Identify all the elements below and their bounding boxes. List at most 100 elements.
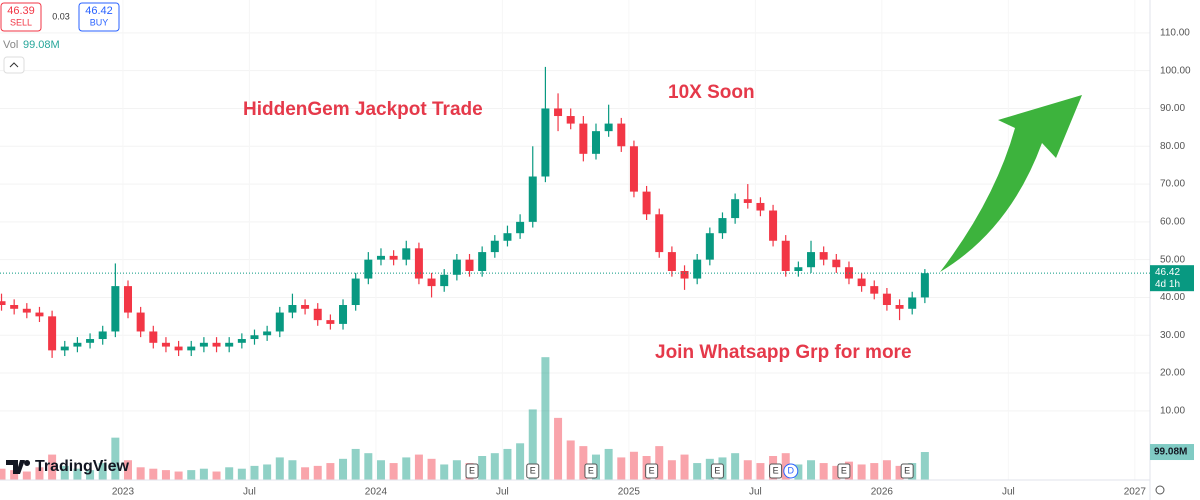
buy-label: BUY	[90, 17, 109, 27]
candle-body	[35, 312, 44, 317]
volume-bar	[22, 471, 31, 480]
volume-bar	[478, 456, 487, 480]
candle-body	[288, 305, 297, 313]
candle-body	[149, 331, 158, 343]
x-tick-label: 2027	[1124, 487, 1147, 498]
volume-bar	[98, 463, 107, 480]
event-marker[interactable]	[769, 463, 783, 479]
candle-body	[250, 335, 259, 340]
volume-bar	[857, 464, 866, 480]
y-tick-label: 110.00	[1160, 28, 1190, 39]
annotation: 10X Soon	[668, 82, 755, 103]
collapse-button[interactable]	[3, 56, 25, 74]
candle-body	[794, 267, 803, 271]
y-tick-label: 10.00	[1160, 405, 1185, 416]
candle-body	[136, 312, 145, 332]
candle-body	[642, 191, 651, 215]
settings-icon[interactable]	[1155, 485, 1165, 495]
volume-bar	[237, 468, 246, 480]
event-label: E	[469, 465, 475, 475]
y-tick-label: 60.00	[1160, 216, 1185, 227]
candle-body	[832, 259, 841, 268]
x-tick-label: Jul	[1002, 487, 1015, 498]
volume-bar	[174, 471, 183, 480]
volume-bar	[414, 454, 423, 480]
candle-body	[199, 342, 208, 347]
candle-body	[326, 320, 335, 324]
volume-bar	[0, 468, 6, 480]
volume-bar	[807, 460, 816, 480]
volume-bar	[895, 465, 904, 480]
volume-bar	[212, 471, 221, 480]
volume-bar	[313, 465, 322, 480]
candle-body	[554, 108, 563, 117]
volume-bar	[339, 458, 348, 480]
volume-bar	[516, 443, 525, 480]
event-marker[interactable]	[645, 463, 659, 479]
candle-body	[389, 255, 398, 260]
event-marker[interactable]	[710, 463, 724, 479]
candle-body	[591, 131, 600, 154]
y-tick-label: 40.00	[1160, 292, 1185, 303]
grid-layer	[0, 32, 1150, 412]
volume-tag	[1150, 444, 1194, 461]
volume-bar	[149, 468, 158, 480]
volume-bar	[667, 460, 676, 480]
y-tick-label: 80.00	[1160, 141, 1185, 152]
candle-body	[73, 342, 82, 347]
candle-body	[579, 123, 588, 154]
volume-bar	[250, 465, 259, 480]
candle-body	[667, 252, 676, 271]
y-tick-label: 30.00	[1160, 330, 1185, 341]
event-label: E	[530, 465, 536, 475]
event-marker[interactable]	[837, 463, 851, 479]
volume-bar	[832, 465, 841, 480]
vol-value: 99.08M	[23, 39, 60, 51]
event-marker[interactable]	[584, 463, 598, 479]
volume-bar	[882, 460, 891, 480]
candle-body	[920, 273, 929, 298]
volume-bar	[528, 409, 537, 480]
candle-body	[301, 305, 310, 309]
volume-bar	[440, 464, 449, 480]
y-tick-label: 50.00	[1160, 254, 1185, 265]
candle-body	[541, 108, 550, 177]
event-marker[interactable]	[783, 463, 799, 479]
candle-body	[313, 308, 322, 321]
volume-bar	[541, 357, 550, 480]
event-marker[interactable]	[465, 463, 479, 479]
branding: TradingView	[35, 458, 130, 475]
volume-bar	[161, 470, 170, 480]
candle-body	[48, 316, 57, 351]
volume-bar	[794, 464, 803, 480]
candle-body	[604, 123, 613, 132]
candle-body	[187, 346, 196, 351]
candle-body	[22, 308, 31, 313]
candle-body	[617, 123, 626, 147]
volume-bar	[402, 457, 411, 480]
candle-body	[124, 286, 133, 313]
event-label: E	[649, 465, 655, 475]
candle-body	[743, 199, 752, 203]
candle-body	[680, 270, 689, 279]
volume-bar	[693, 463, 702, 480]
y-tick-label: 100.00	[1160, 65, 1191, 76]
volume-bar	[870, 463, 879, 480]
candle-body	[414, 248, 423, 279]
buy-box[interactable]	[78, 2, 120, 32]
volume-bar	[275, 457, 284, 480]
candle-body	[895, 305, 904, 309]
sell-box[interactable]	[0, 2, 42, 32]
volume-bar	[490, 453, 499, 480]
event-label: E	[714, 465, 720, 475]
event-marker[interactable]	[526, 463, 540, 479]
volume-bar	[364, 453, 373, 480]
y-tick-label: 70.00	[1160, 179, 1185, 190]
volume-bar	[604, 448, 613, 480]
volume-bar	[756, 463, 765, 480]
candle-body	[629, 146, 638, 192]
x-tick-label: 2025	[618, 487, 641, 498]
volume-bar	[86, 470, 95, 480]
annotation: Join Whatsapp Grp for more	[655, 342, 912, 363]
event-marker[interactable]	[900, 463, 914, 479]
